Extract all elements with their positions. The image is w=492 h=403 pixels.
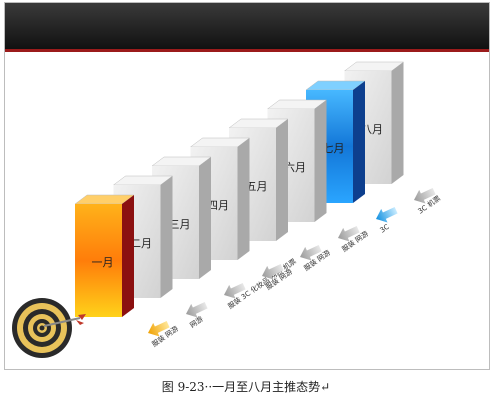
trend-label-3: 服装 3C 化妆品 网游 机票 (226, 257, 298, 311)
header-accent-line (5, 49, 489, 52)
month-label-8: 八月 (361, 123, 383, 136)
month-label-3: 三月 (169, 218, 191, 231)
dartboard-target-icon (12, 298, 86, 358)
slide-header-bar (5, 3, 489, 49)
trend-arrow-3: 服装 3C 化妆品 网游 机票 (224, 257, 298, 311)
trend-arrow-8: 3C 机票 (414, 187, 442, 216)
trend-arrow-2: 网游 (186, 301, 208, 330)
month-block-1: 一月 (74, 194, 135, 317)
trend-label-2: 网游 (188, 314, 205, 329)
month-label-6: 六月 (284, 161, 306, 174)
figure-caption: 图 9-23··一月至八月主推态势↵ (161, 380, 331, 394)
month-label-4: 四月 (207, 199, 229, 212)
month-label-2: 二月 (130, 237, 152, 250)
trend-label-7: 3C (379, 223, 391, 235)
trend-arrow-6: 服装 网游 (338, 225, 370, 254)
month-label-7: 七月 (323, 142, 345, 155)
month-label-5: 五月 (246, 180, 268, 193)
trend-arrow-7: 3C (376, 206, 398, 235)
trend-arrow-1: 服装 网游 (148, 320, 180, 349)
month-label-1: 一月 (92, 256, 114, 269)
trend-arrow-5: 服装 网游 (300, 244, 332, 273)
